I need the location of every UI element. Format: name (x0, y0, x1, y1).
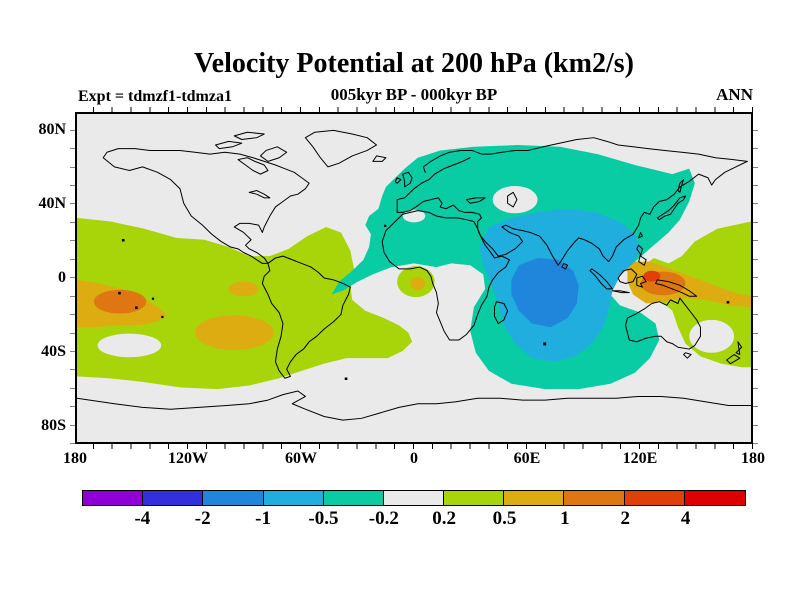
y-axis-ticks-right (753, 112, 758, 444)
coastline-west-europe (397, 158, 470, 213)
contour-hole-tasman (689, 319, 735, 353)
contour-hole-caspian (492, 185, 538, 214)
colorbar-segment--2-to--1 (203, 491, 264, 505)
x-axis-label-0: 0 (410, 450, 418, 467)
colorbar-segment--4-to--2 (143, 491, 204, 505)
coastline-africa (382, 211, 509, 340)
y-axis-label-80S: 80S (41, 416, 66, 434)
colorbar-label--4: -4 (134, 508, 151, 529)
contour-hole-south-pacific (97, 333, 162, 358)
coastline-eurasia-arctic (423, 138, 747, 173)
contour-core-guinea-gold (410, 277, 426, 290)
chart-subtitle: 005kyr BP - 000kyr BP (330, 85, 498, 104)
y-axis-label-40S: 40S (41, 342, 66, 360)
colorbar-segment-<--4 (83, 491, 144, 505)
x-axis-label-120W: 120W (168, 450, 208, 467)
season-label: ANN (716, 85, 753, 104)
colorbar-label--1: -1 (255, 508, 271, 529)
colorbar-label--0.2: -0.2 (368, 508, 399, 529)
x-axis-ticks-bottom (75, 444, 753, 449)
colorbar-label-4: 4 (680, 508, 691, 529)
y-axis-label-40N: 40N (38, 195, 66, 213)
coastline-greenland (305, 130, 376, 166)
coastline-madagascar (495, 302, 508, 324)
chart-title: Velocity Potential at 200 hPa (km2/s) (194, 48, 634, 79)
x-axis-label-180: 180 (741, 450, 765, 467)
x-axis-label-60E: 60E (513, 450, 541, 467)
coastline-indonesia (590, 269, 646, 293)
colorbar-label--0.5: -0.5 (308, 508, 339, 529)
coastline-new-zealand (727, 342, 742, 364)
x-axis-label-120E: 120E (622, 450, 658, 467)
colorbar-segment-1-to-2 (564, 491, 625, 505)
y-axis-ticks-left (70, 112, 75, 444)
colorbar-label-0.5: 0.5 (492, 508, 517, 529)
coastline-arctic-islands (216, 132, 287, 161)
coastline-caspian-sea (508, 192, 517, 207)
contour-core-south-pacific-orange (93, 289, 147, 314)
colorbar-label-2: 2 (620, 508, 631, 529)
x-axis-label-180: 180 (63, 450, 87, 467)
colorbar-label-0.2: 0.2 (432, 508, 457, 529)
colorbar-segment--1-to--0-5 (263, 491, 324, 505)
colorbar-label-1: 1 (560, 508, 570, 529)
coastline-great-lakes (249, 191, 270, 198)
colorbar-labels: -4 -2 -1 -0.5 -0.2 0.2 0.5 1 2 4 (82, 508, 746, 532)
coastline-iceland (373, 156, 386, 161)
colorbar-segment--0-2-to-0-2 (383, 491, 445, 505)
map-frame (75, 112, 753, 444)
coastline-north-america (103, 149, 309, 264)
y-axis-labels: 80N 40N 0 40S 80S (0, 0, 68, 600)
coastline-black-sea (466, 198, 485, 203)
coastline-britain (395, 172, 412, 187)
contour-region-gold-southeast-pacific (194, 315, 274, 350)
coastline-hudson-bay (238, 158, 268, 174)
coastline-south-america (262, 256, 350, 378)
coastline-new-guinea (656, 280, 697, 296)
colorbar-label--2: -2 (194, 508, 211, 529)
colorbar-segment-0-5-to-1 (504, 491, 565, 505)
contour-hole-gulf-of-mexico (233, 235, 258, 252)
coastline-japan (657, 180, 685, 220)
coastline-mediterranean (397, 198, 481, 229)
coastline-asia-pacific (478, 161, 748, 265)
y-axis-label-80N: 80N (38, 121, 66, 139)
colorbar-segment-2-to-4 (624, 491, 685, 505)
coastline-antarctica (77, 391, 751, 420)
x-axis-label-60W: 60W (285, 450, 317, 467)
colorbar (82, 490, 746, 506)
x-axis-labels: 180 120W 60W 0 60E 120E 180 (0, 450, 800, 470)
contour-core-maritime-redorange (643, 270, 661, 282)
colorbar-segment--0-5-to--0-2 (323, 491, 384, 505)
contour-core-indian-ocean-blue (511, 257, 579, 328)
coastline-sri-lanka (562, 232, 643, 268)
x-axis-ticks-top (75, 107, 753, 112)
experiment-label: Expt = tdmzf1-tdmza1 (78, 88, 232, 105)
colorbar-segment-0-2-to-0-5 (444, 491, 505, 505)
colorbar-segment->-4 (684, 491, 745, 505)
world-map-svg (77, 114, 751, 442)
contour-region-gold-east-pacific-eq (228, 281, 259, 297)
y-axis-label-0: 0 (58, 269, 66, 286)
coastline-australia (626, 298, 701, 358)
coastlines (77, 130, 751, 420)
coastline-philippines (637, 245, 646, 265)
